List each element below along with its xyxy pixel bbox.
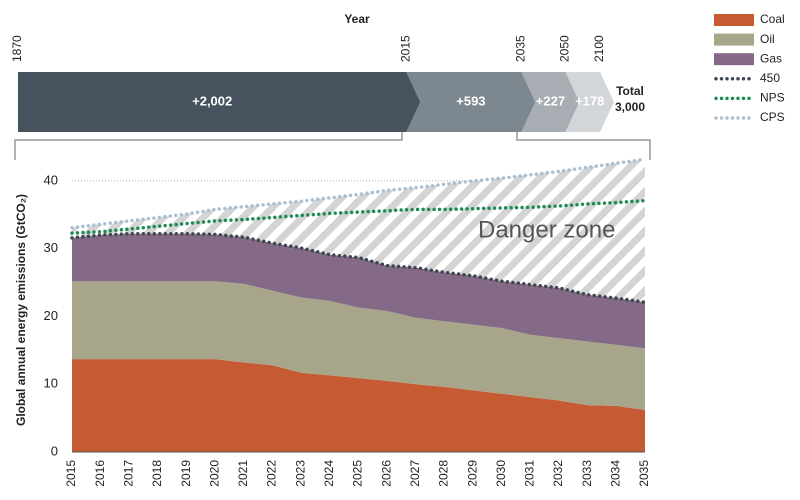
scenario-line [70,232,647,304]
x-tick-label: 2022 [265,460,279,487]
x-tick-label: 2025 [351,460,365,487]
legend-label: 450 [760,71,780,85]
scenario-line [70,198,647,235]
x-tick-label: 2028 [437,460,451,487]
year-label: 1870 [10,35,24,62]
segment-label: +593 [456,93,485,108]
legend-swatch [714,33,754,46]
stacked-area [72,233,645,349]
x-tick-label: 2016 [93,460,107,487]
stacked-area [72,281,645,410]
y-tick-label: 30 [44,240,58,255]
legend-swatch [714,53,754,66]
year-label: 2050 [558,35,572,62]
legend-label: Oil [760,32,775,46]
budget-segment [565,72,614,132]
x-tick-label: 2021 [236,460,250,487]
legend-label: Gas [760,51,782,65]
bar-title: Year [344,12,370,26]
x-tick-label: 2035 [637,460,651,487]
danger-zone-label: Danger zone [478,216,615,243]
x-tick-label: 2030 [494,460,508,487]
total-label: Total [616,84,644,98]
y-axis-label: Global annual energy emissions (GtCO₂) [14,194,28,426]
legend-swatch [714,14,754,26]
danger-zone-hatch [72,159,645,303]
y-tick-label: 0 [51,443,58,458]
x-tick-label: 2033 [580,460,594,487]
x-tick-label: 2026 [379,460,393,487]
y-tick-label: 40 [44,172,58,187]
year-label: 2100 [592,35,606,62]
y-tick-label: 20 [44,308,58,323]
x-tick-label: 2017 [121,460,135,487]
legend-label: Coal [760,12,785,26]
budget-segment [18,72,421,132]
x-tick-label: 2027 [408,460,422,487]
x-tick-label: 2034 [609,460,623,487]
x-tick-label: 2029 [465,460,479,487]
segment-label: +227 [536,93,565,108]
x-tick-label: 2024 [322,460,336,487]
budget-segment [406,72,536,132]
stacked-area [72,359,645,452]
legend-label: NPS [760,91,785,105]
x-tick-label: 2032 [551,460,565,487]
year-label: 2035 [514,35,528,62]
x-tick-label: 2020 [207,460,221,487]
x-tick-label: 2031 [523,460,537,487]
legend-label: CPS [760,110,785,124]
y-tick-label: 10 [44,376,58,391]
total-value: 3,000 [615,100,645,114]
x-tick-label: 2018 [150,460,164,487]
segment-label: +178 [575,93,604,108]
year-label: 2015 [399,35,413,62]
x-tick-label: 2015 [64,460,78,487]
segment-label: +2,002 [192,93,232,108]
bracket [14,127,651,160]
x-tick-label: 2023 [293,460,307,487]
x-tick-label: 2019 [179,460,193,487]
budget-segment [521,72,580,132]
